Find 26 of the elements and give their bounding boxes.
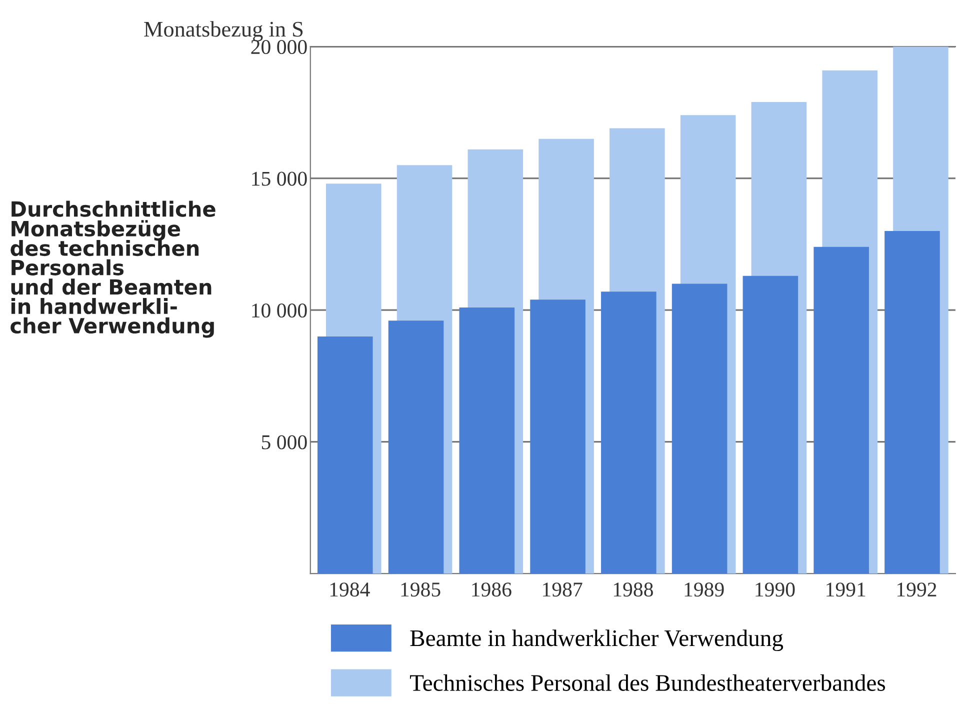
y-tick-label: 5 000 [262,435,307,450]
x-tick-label: 1991 [826,582,866,597]
x-tick-label: 1987 [543,582,582,597]
x-tick-label: 1992 [897,582,936,597]
y-tick-label: 20 000 [251,40,307,54]
y-tick-label: 15 000 [252,172,307,186]
bar [459,307,515,574]
y-tick-label: 10 000 [252,303,307,318]
x-tick-label: 1986 [472,582,512,597]
x-tick-label: 1989 [684,582,724,597]
text: Durchschnittliche Monatsbezüge des technischen Personals und der Beamten in handwerkli- cher Verwendung [10,200,216,338]
bar [388,320,444,574]
bar [814,246,869,574]
bar [672,284,728,574]
x-tick-label: 1984 [330,582,370,597]
bar [530,300,586,574]
x-tick-label: 1990 [756,582,795,597]
legend-label: Beamte in handwerklicher Verwendung [410,630,784,652]
bar [742,276,798,574]
bar [317,336,373,574]
x-tick-label: 1988 [614,582,653,597]
bar [601,292,656,574]
y-axis-title: Monatsbezug in S [144,21,303,42]
x-tick-label: 1985 [401,582,440,597]
legend-label: Technisches Personal des Bundestheaterverbandes [410,674,886,691]
bar [884,231,940,574]
